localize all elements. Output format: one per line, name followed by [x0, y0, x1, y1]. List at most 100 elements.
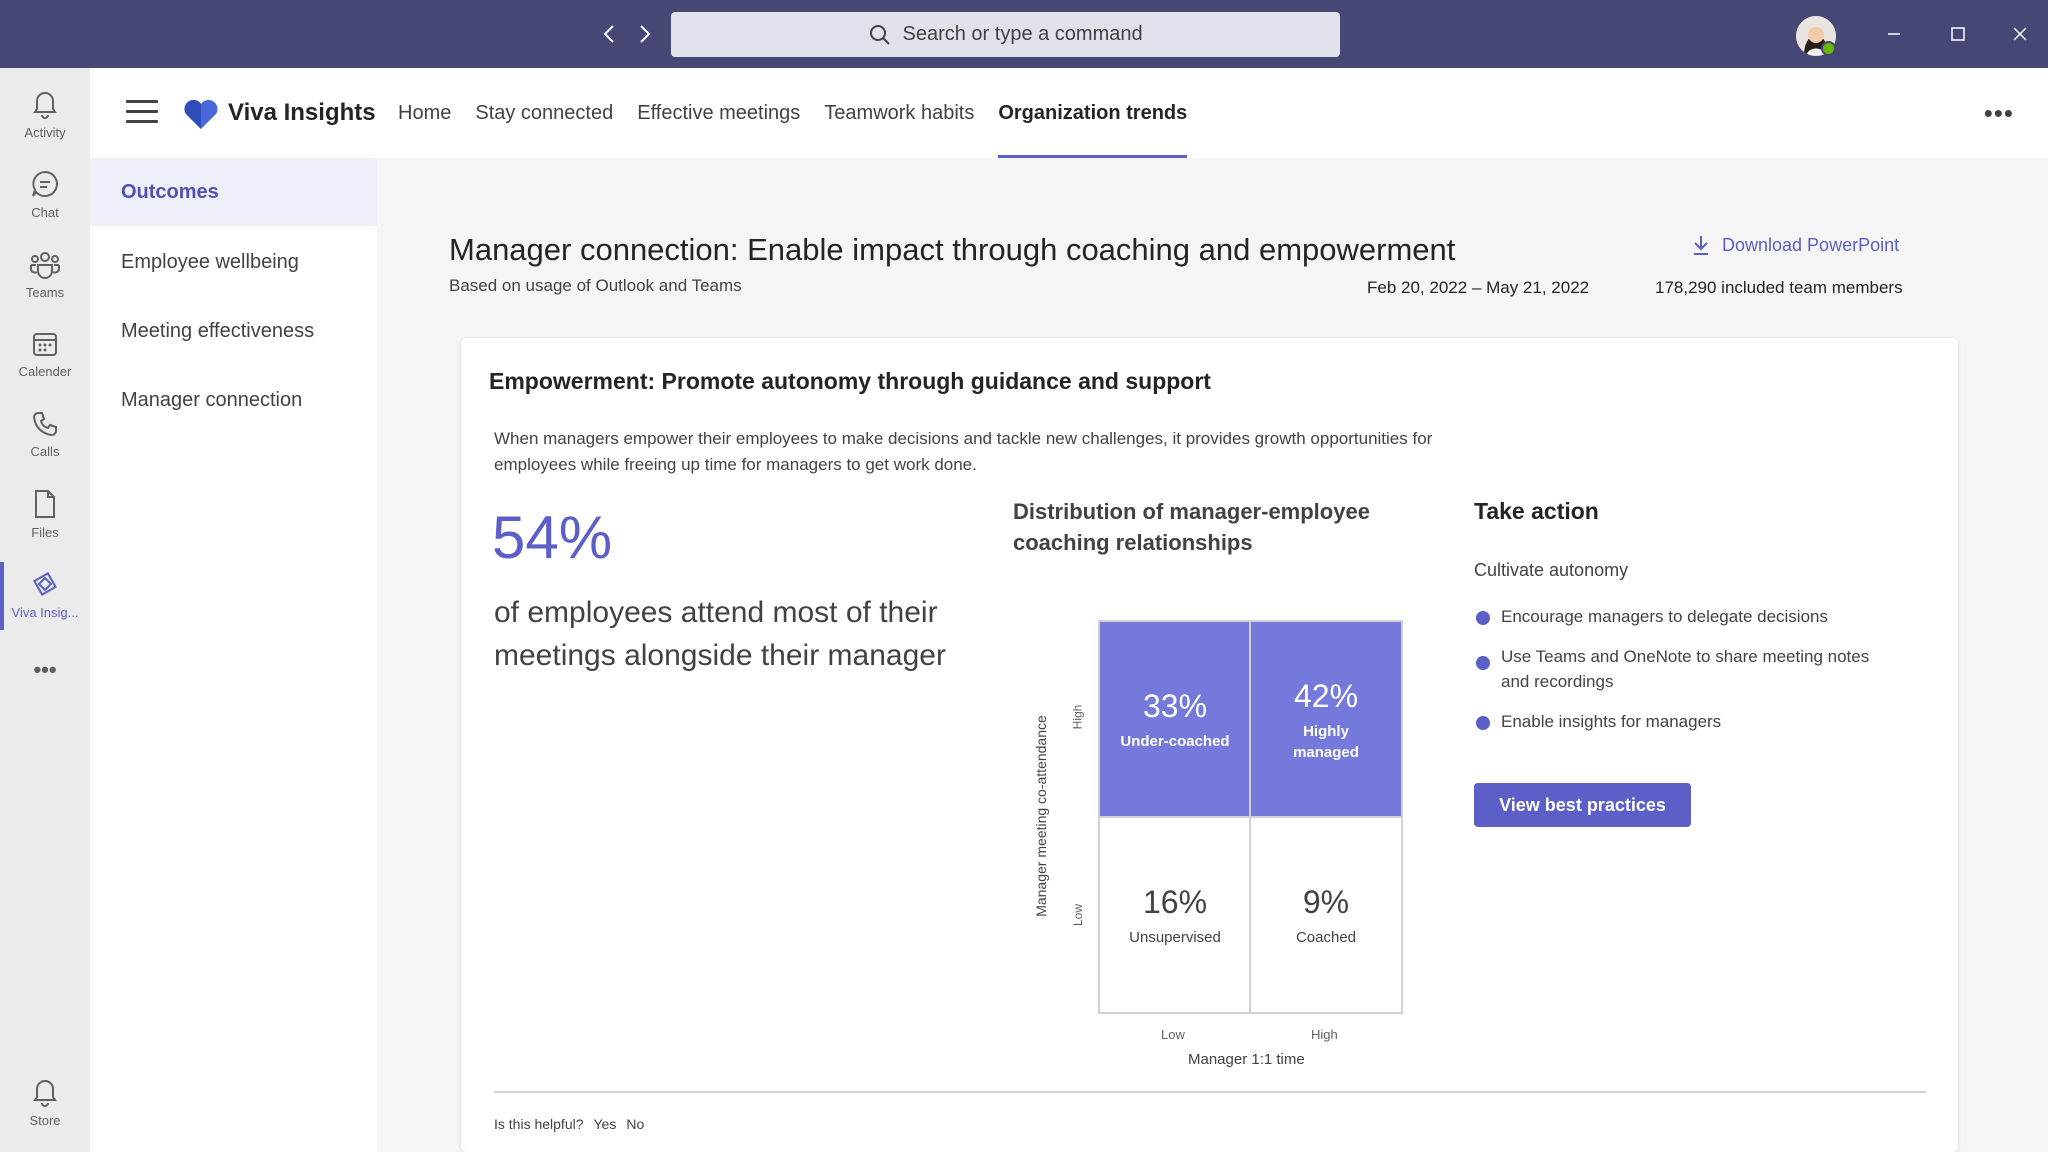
quadrant-label: Highly managed — [1293, 722, 1359, 761]
nav-item-employee-wellbeing[interactable]: Employee wellbeing — [121, 250, 299, 273]
card-title: Empowerment: Promote autonomy through gu… — [489, 368, 1211, 394]
x-tick-high: High — [1311, 1027, 1338, 1042]
rail-label: Store — [29, 1112, 61, 1128]
app-title: Viva Insights — [228, 99, 376, 126]
tab-home[interactable]: Home — [398, 101, 452, 124]
quadrant-value: 42% — [1293, 677, 1359, 714]
divider — [494, 1091, 1926, 1093]
quadrant-value: 33% — [1142, 688, 1208, 724]
download-icon — [1694, 236, 1708, 255]
nav-item-meeting-effectiveness[interactable]: Meeting effectiveness — [121, 319, 315, 342]
forward-button[interactable] — [634, 18, 656, 50]
feedback-yes-link[interactable]: Yes — [593, 1116, 617, 1132]
team-member-count: 178,290 included team members — [1655, 278, 1903, 297]
calendar-icon — [33, 332, 57, 356]
list-item: Enable insights for managers — [1474, 709, 1874, 734]
maximize-icon — [1951, 27, 1965, 41]
quadrant-label: Under-coached — [1120, 733, 1230, 750]
tab-organization-trends[interactable]: Organization trends — [998, 68, 1187, 158]
search-icon — [869, 24, 890, 45]
bullet-icon — [1476, 716, 1490, 730]
x-tick-low: Low — [1161, 1027, 1185, 1042]
rail-label: Calls — [30, 443, 60, 459]
nav-item-manager-connection[interactable]: Manager connection — [121, 388, 303, 411]
quadrant-label: Unsupervised — [1129, 929, 1221, 946]
quadrant-grid — [1098, 620, 1403, 1014]
rail-label: Calender — [18, 363, 72, 379]
rail-item-activity[interactable]: Activity — [0, 78, 90, 150]
page-subtitle: Based on usage of Outlook and Teams — [449, 276, 742, 295]
chevron-right-icon — [640, 25, 651, 43]
rail-item-files[interactable]: Files — [0, 478, 90, 550]
maximize-button[interactable] — [1944, 20, 1972, 48]
tab-stay-connected[interactable]: Stay connected — [475, 101, 614, 124]
feedback-question: Is this helpful? — [494, 1116, 584, 1132]
close-button[interactable] — [2006, 20, 2034, 48]
top-nav: Home Stay connected Effective meetings T… — [398, 68, 1187, 158]
hamburger-icon — [126, 100, 158, 103]
feedback-no-link[interactable]: No — [626, 1116, 645, 1132]
rail-active-indicator — [0, 562, 4, 630]
rail-item-store[interactable]: Store — [0, 1066, 90, 1138]
viva-insights-icon — [33, 571, 57, 596]
app-rail: Activity Chat Teams Calender Calls Files… — [0, 68, 90, 1152]
rail-item-chat[interactable]: Chat — [0, 158, 90, 230]
close-icon — [2013, 27, 2027, 41]
quadrant-unsupervised: 16% Unsupervised — [1100, 818, 1250, 1014]
quadrant-value: 16% — [1142, 884, 1208, 920]
bullet-icon — [1476, 656, 1490, 670]
search-input[interactable] — [902, 23, 1143, 46]
take-action-list: Encourage managers to delegate decisions… — [1474, 604, 1874, 749]
minimize-icon — [1888, 33, 1900, 35]
download-powerpoint-link[interactable]: Download PowerPoint — [1692, 234, 1899, 256]
list-item: Use Teams and OneNote to share meeting n… — [1474, 644, 1874, 694]
stat-value: 54% — [492, 504, 613, 571]
date-range: Feb 20, 2022 – May 21, 2022 — [1367, 278, 1590, 297]
chevron-left-icon — [603, 25, 614, 43]
rail-label: Viva Insig... — [11, 604, 79, 620]
phone-icon — [32, 411, 57, 436]
take-action-title: Take action — [1474, 498, 1599, 524]
more-options-button[interactable]: ••• — [1983, 98, 2014, 128]
presence-available-icon — [1821, 41, 1836, 56]
rail-item-calendar[interactable]: Calender — [0, 318, 90, 390]
store-icon — [33, 1079, 57, 1107]
take-action-subtitle: Cultivate autonomy — [1474, 560, 1629, 580]
quadrant-label: Coached — [1295, 929, 1357, 946]
back-button[interactable] — [598, 18, 620, 50]
left-panel: Outcomes Employee wellbeing Meeting effe… — [90, 158, 377, 1152]
main-content: Manager connection: Enable impact throug… — [377, 158, 2048, 1152]
list-item: Encourage managers to delegate decisions — [1474, 604, 1874, 629]
title-bar — [0, 0, 2048, 68]
view-best-practices-button[interactable]: View best practices — [1474, 783, 1691, 827]
rail-more-apps-button[interactable]: ••• — [0, 650, 90, 690]
viva-insights-logo — [184, 99, 218, 129]
minimize-button[interactable] — [1880, 20, 1908, 48]
bell-icon — [33, 91, 57, 119]
stat-description: of employees attend most of their meetin… — [494, 596, 946, 672]
chat-icon — [32, 170, 58, 197]
nav-item-outcomes[interactable]: Outcomes — [90, 158, 377, 226]
more-icon: ••• — [33, 657, 57, 682]
teams-icon — [30, 251, 60, 279]
rail-item-viva-insights[interactable]: Viva Insig... — [0, 558, 90, 630]
rail-item-teams[interactable]: Teams — [0, 238, 90, 310]
tab-effective-meetings[interactable]: Effective meetings — [637, 101, 801, 124]
menu-button[interactable] — [126, 100, 158, 126]
quadrant-value: 9% — [1302, 884, 1350, 920]
app-header: Viva Insights Home Stay connected Effect… — [90, 68, 2048, 158]
quadrant-highly-managed: 42% Highly managed — [1251, 622, 1401, 818]
quadrant-under-coached: 33% Under-coached — [1100, 622, 1250, 818]
tab-teamwork-habits[interactable]: Teamwork habits — [824, 101, 975, 124]
history-nav — [598, 18, 656, 50]
rail-item-calls[interactable]: Calls — [0, 398, 90, 470]
x-axis-title: Manager 1:1 time — [1188, 1051, 1305, 1068]
bullet-icon — [1476, 611, 1490, 625]
quadrant-coached: 9% Coached — [1251, 818, 1401, 1014]
search-box[interactable] — [671, 12, 1340, 57]
rail-label: Chat — [31, 204, 59, 220]
y-tick-high: High — [1070, 704, 1085, 730]
page-title: Manager connection: Enable impact throug… — [449, 232, 1456, 267]
rail-label: Activity — [24, 124, 66, 140]
rail-label: Teams — [25, 284, 65, 300]
